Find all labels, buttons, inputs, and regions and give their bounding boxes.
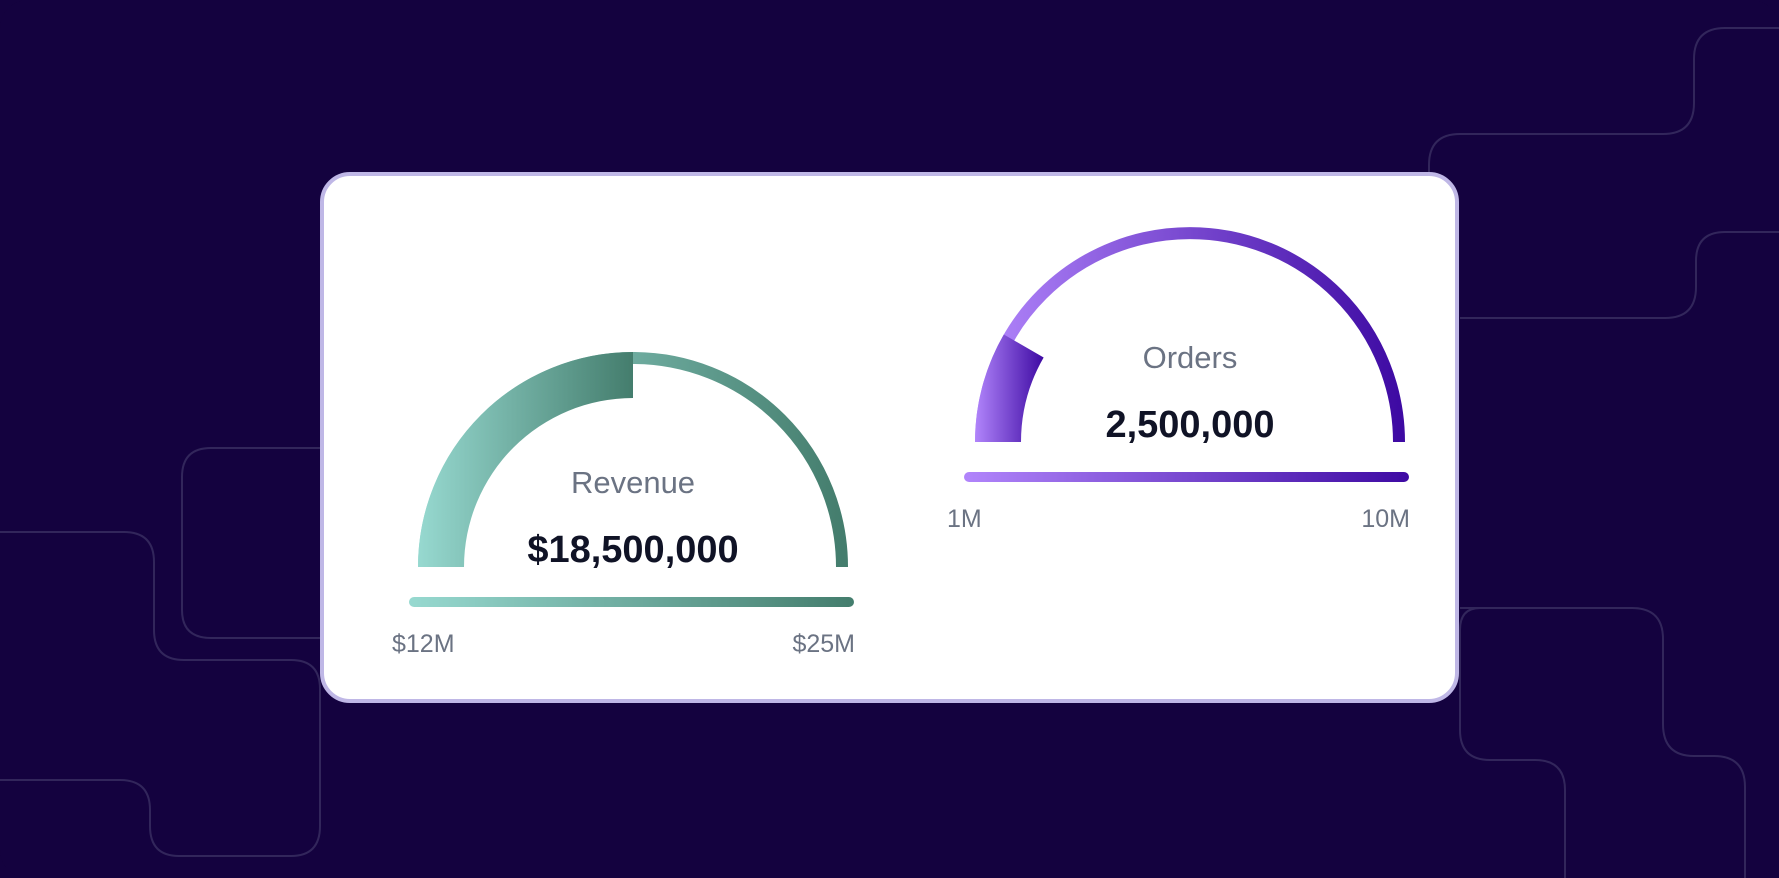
bg-line — [1459, 607, 1566, 878]
orders-max-label: 10M — [1361, 505, 1410, 533]
revenue-gauge-fill — [418, 352, 633, 567]
orders-title: Orders — [1143, 340, 1238, 375]
orders-gauge-fill — [975, 334, 1044, 442]
revenue-gauge: Revenue $18,500,000 $12M $25M — [392, 352, 855, 658]
revenue-max-label: $25M — [792, 630, 855, 658]
bg-line — [1460, 607, 1746, 878]
bg-line — [1428, 27, 1779, 210]
revenue-value: $18,500,000 — [527, 529, 738, 571]
orders-value: 2,500,000 — [1105, 404, 1274, 446]
gauges-svg: Revenue $18,500,000 $12M $25M Orders 2,5… — [392, 227, 1410, 658]
bg-line — [1460, 231, 1779, 319]
orders-gauge: Orders 2,500,000 1M 10M — [947, 227, 1410, 533]
orders-min-label: 1M — [947, 505, 982, 533]
bg-line — [181, 447, 320, 639]
revenue-range-bar — [409, 597, 854, 607]
orders-range-bar — [964, 472, 1409, 482]
revenue-min-label: $12M — [392, 630, 455, 658]
gauge-card: Revenue $18,500,000 $12M $25M Orders 2,5… — [320, 172, 1459, 703]
bg-line — [0, 531, 321, 857]
revenue-title: Revenue — [571, 465, 695, 500]
